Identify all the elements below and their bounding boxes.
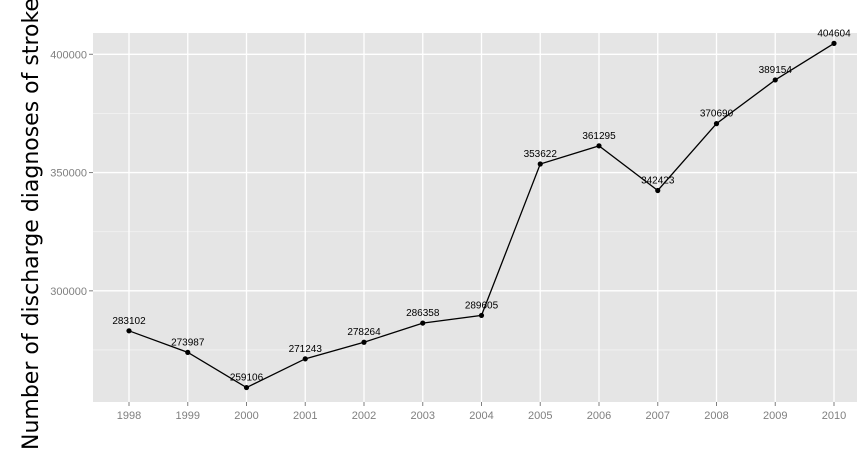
data-label: 370690 — [700, 109, 734, 120]
data-points — [126, 40, 837, 391]
x-tick-label: 2002 — [352, 410, 376, 422]
y-tick-label: 400000 — [50, 49, 87, 61]
data-point — [243, 384, 250, 391]
x-tick-label: 2006 — [587, 410, 611, 422]
data-label: 289605 — [465, 300, 499, 311]
data-label: 389154 — [759, 65, 793, 76]
data-label: 259106 — [230, 373, 264, 384]
data-point — [772, 77, 778, 83]
x-tick-label: 2003 — [411, 410, 435, 422]
x-tick-label: 2005 — [528, 410, 552, 422]
x-tick-label: 2001 — [293, 410, 317, 422]
x-tick-label: 2007 — [646, 410, 670, 422]
x-tick-label: 1999 — [176, 410, 200, 422]
data-label: 353622 — [524, 149, 558, 160]
x-tick-labels: 1998 1999 2000 2001 2002 2003 2004 2005 2006 2007… — [117, 410, 846, 422]
data-point — [126, 328, 132, 334]
data-label: 271243 — [289, 344, 323, 355]
y-tick-label: 300000 — [50, 286, 87, 298]
y-tick-labels: 300000 350000 400000 — [50, 49, 87, 298]
data-point — [596, 143, 602, 149]
x-tick-label: 2004 — [469, 410, 493, 422]
data-label: 273987 — [171, 337, 205, 348]
major-gridlines — [93, 33, 857, 402]
x-tick-label: 2009 — [763, 410, 787, 422]
x-tick-label: 1998 — [117, 410, 141, 422]
data-point — [655, 187, 661, 194]
data-point — [302, 356, 308, 362]
y-axis-label: Number of discharge diagnoses of stroke — [19, 0, 44, 450]
y-tick-label: 350000 — [50, 168, 87, 180]
data-point — [831, 40, 837, 46]
data-point — [361, 339, 367, 345]
data-label: 286358 — [406, 308, 440, 319]
data-labels: 283102 273987 259106 271243 278264 286358 2896… — [112, 28, 851, 383]
data-point — [537, 161, 543, 167]
data-label: 342423 — [641, 175, 675, 186]
x-tick-label: 2000 — [234, 410, 258, 422]
data-label: 361295 — [582, 131, 616, 142]
data-label: 404604 — [817, 28, 851, 39]
data-label: 278264 — [347, 327, 381, 338]
data-point — [185, 349, 191, 355]
x-tick-label: 2010 — [822, 410, 846, 422]
data-point — [713, 121, 720, 127]
data-point — [478, 312, 485, 319]
data-label: 283102 — [112, 316, 146, 327]
plot-panel — [93, 33, 857, 402]
x-tick-label: 2008 — [704, 410, 728, 422]
axis-ticks — [89, 53, 835, 406]
data-point — [420, 320, 426, 326]
